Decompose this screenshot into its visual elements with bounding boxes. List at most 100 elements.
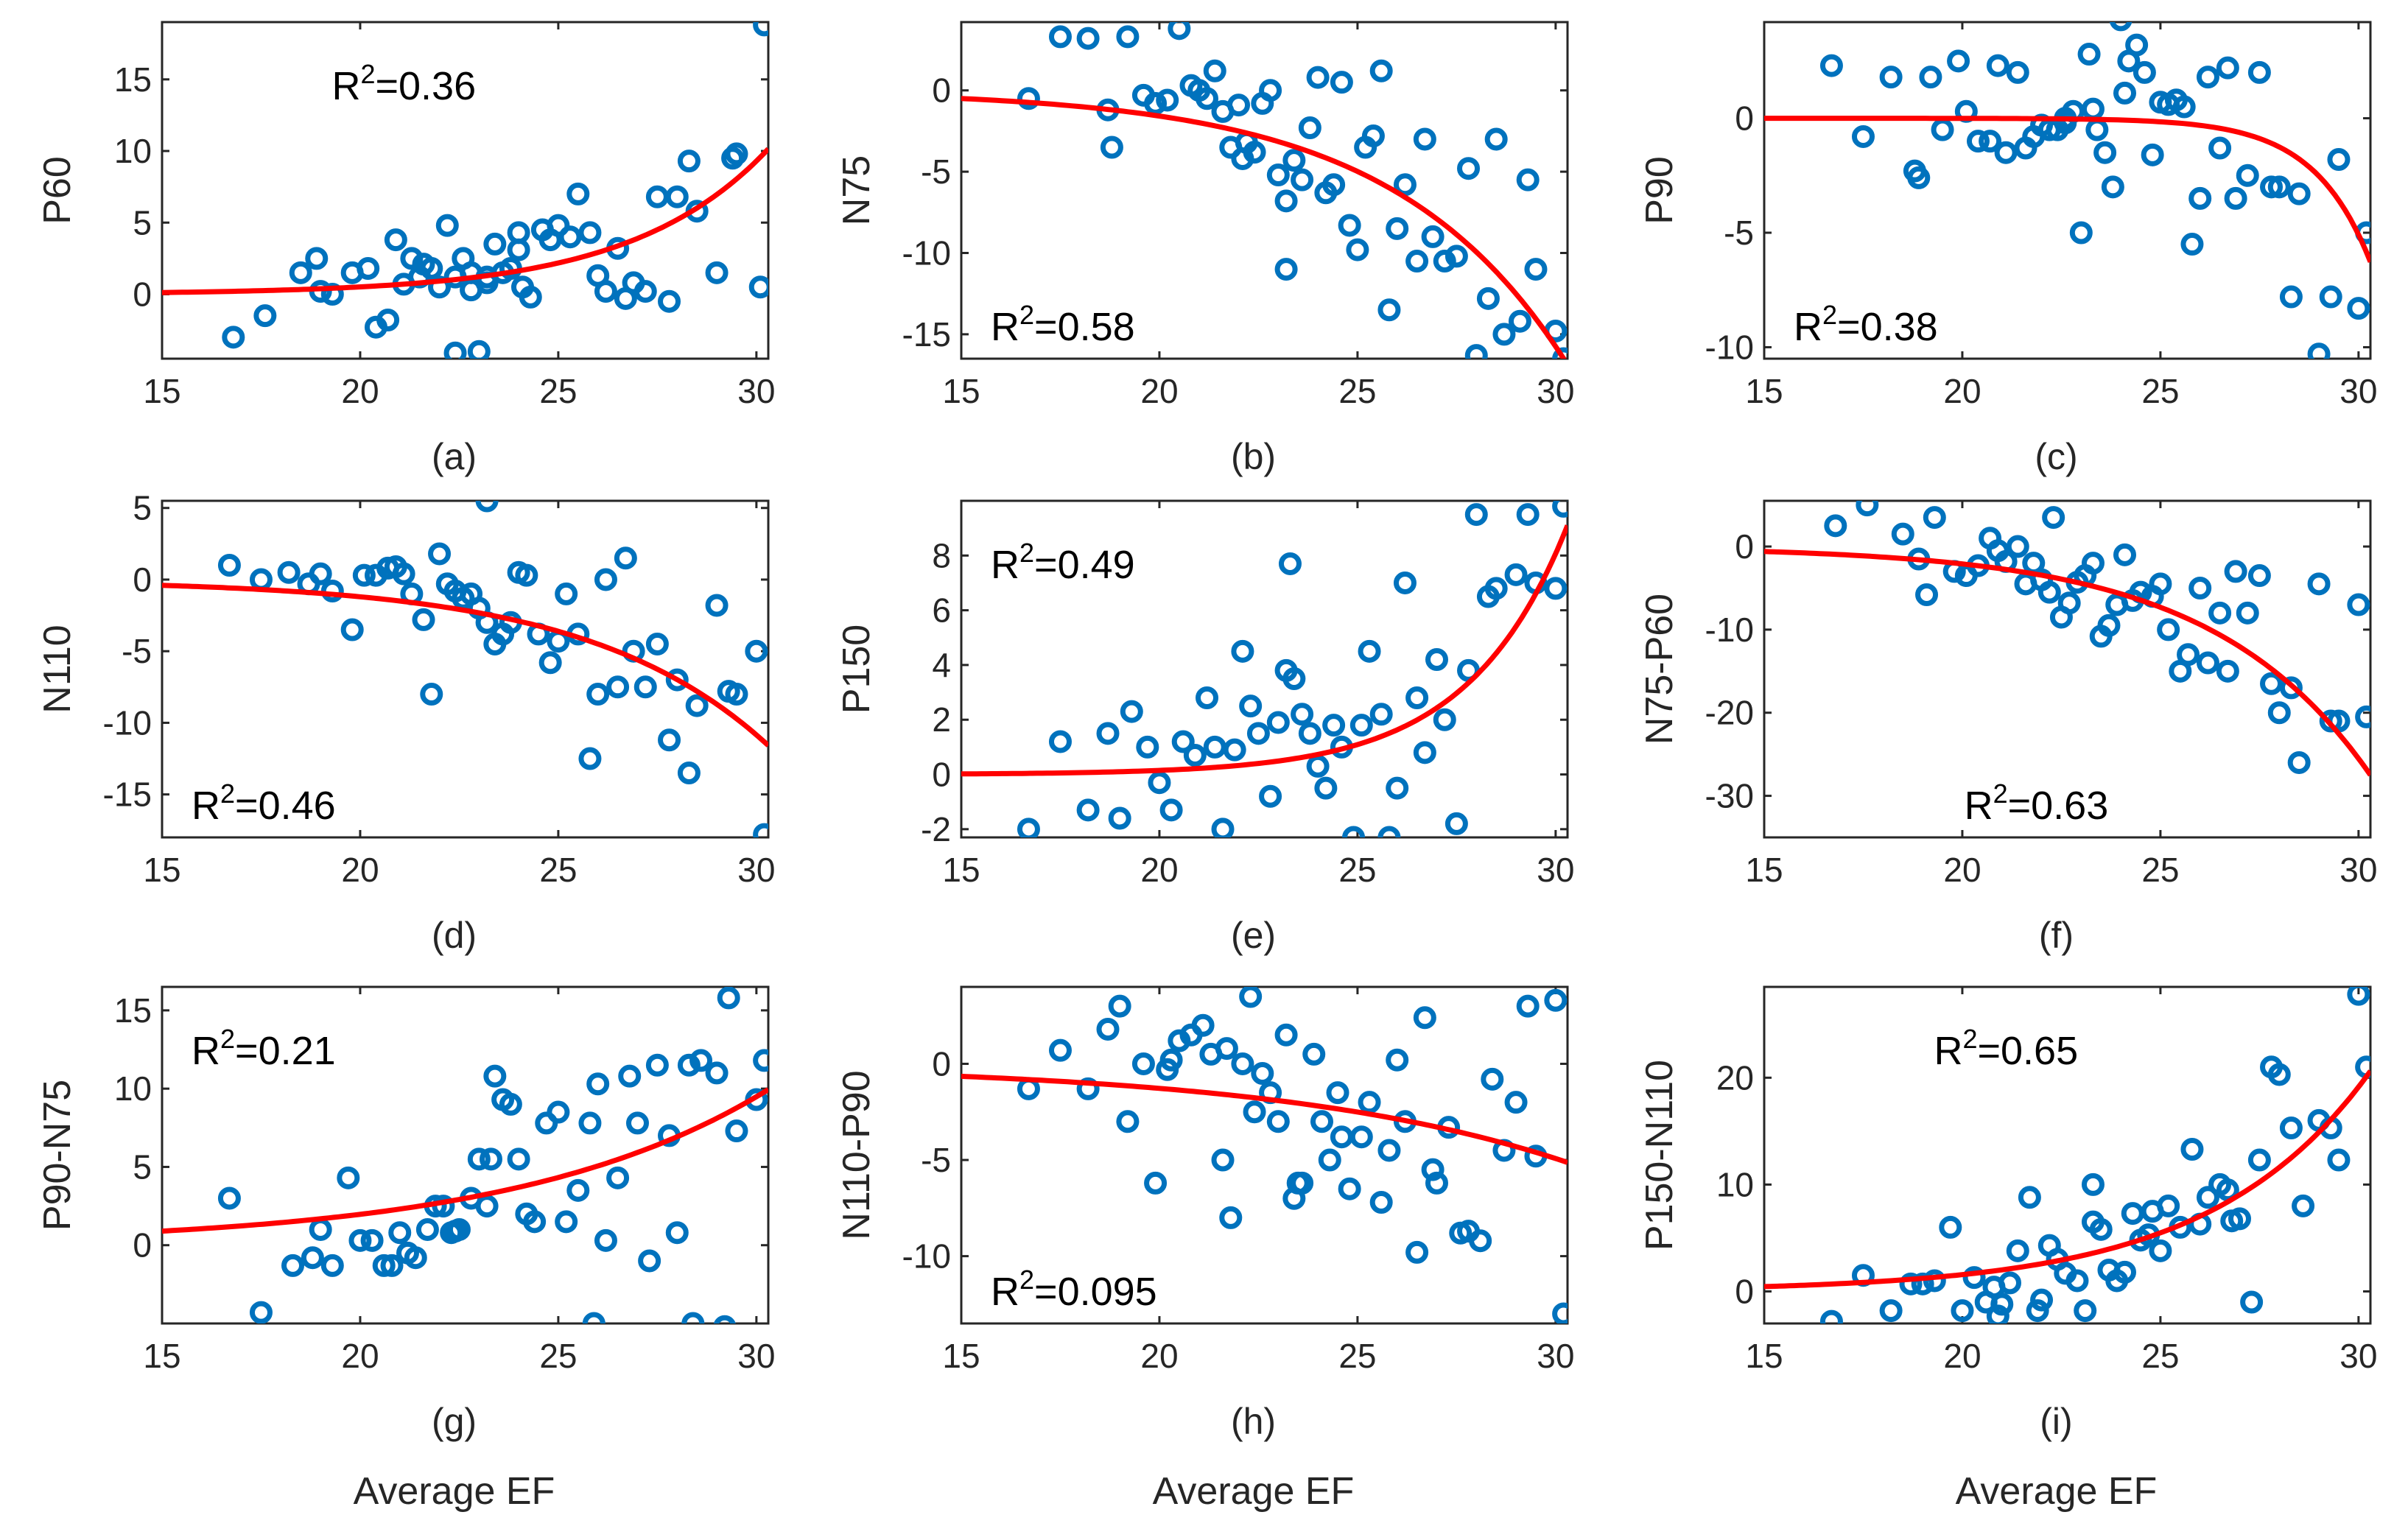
- data-point: [586, 1072, 610, 1096]
- data-point: [1282, 149, 1306, 172]
- x-tick-label: 25: [539, 372, 577, 410]
- data-point: [1856, 501, 1879, 517]
- data-point: [1421, 1158, 1445, 1181]
- y-tick-label: -5: [1724, 214, 1754, 252]
- data-point: [2006, 60, 2029, 84]
- r-squared-annotation: R2=0.38: [1794, 300, 1938, 349]
- data-point: [1108, 994, 1131, 1018]
- data-point: [1159, 1048, 1183, 1072]
- plot-frame: [1763, 499, 2372, 839]
- data-point: [1231, 1052, 1254, 1075]
- y-axis-label: N110: [36, 625, 79, 713]
- data-point: [2018, 1186, 2041, 1209]
- fit-curve: [162, 147, 768, 295]
- y-tick-label: -5: [122, 632, 152, 670]
- data-point: [1120, 700, 1143, 723]
- data-point: [1266, 711, 1290, 734]
- data-point: [677, 1053, 701, 1077]
- y-axis-label: P60: [36, 156, 79, 225]
- panel-label: (a): [432, 436, 477, 477]
- data-point: [1291, 703, 1314, 726]
- data-point: [614, 546, 637, 570]
- data-point: [2236, 164, 2259, 187]
- data-point: [1899, 1272, 1923, 1295]
- data-point: [2026, 1299, 2049, 1323]
- data-point: [745, 639, 768, 663]
- data-point: [1516, 994, 1540, 1018]
- data-point: [2177, 643, 2200, 667]
- data-point: [2260, 175, 2284, 199]
- data-point: [2081, 1210, 2105, 1234]
- annotation-value: =0.46: [235, 784, 336, 828]
- data-point: [1156, 88, 1179, 112]
- data-point: [2077, 43, 2101, 66]
- fit-curve: [1764, 549, 2370, 777]
- data-point: [1278, 552, 1302, 575]
- annotation-value: =0.36: [375, 64, 476, 108]
- x-tick-label: 15: [143, 372, 180, 410]
- data-point: [2220, 1209, 2244, 1233]
- x-tick-label: 15: [942, 1337, 980, 1375]
- data-point: [2054, 111, 2077, 135]
- data-point: [460, 278, 483, 302]
- data-point: [2224, 186, 2247, 210]
- data-point: [1931, 118, 1954, 141]
- data-point: [392, 562, 415, 586]
- data-point: [2085, 118, 2109, 141]
- y-tick-label: 5: [133, 203, 152, 242]
- data-point: [2006, 1239, 2029, 1262]
- data-point: [705, 1061, 729, 1085]
- data-point: [2172, 95, 2196, 119]
- x-tick-label: 20: [341, 372, 379, 410]
- annotation-superscript: 2: [1993, 778, 2008, 809]
- annotation-value: =0.095: [1034, 1270, 1157, 1314]
- chart-panel-7: 15 20 25 30 0 5 10 15 P90-N75 (g) Average EF R2=0.2…: [36, 985, 775, 1513]
- data-point: [2093, 141, 2117, 164]
- fit-curve: [961, 524, 1568, 777]
- data-point: [519, 285, 542, 309]
- x-tick-label: 15: [143, 1337, 180, 1375]
- data-point: [1445, 245, 1468, 268]
- annotation-prefix: R: [192, 1029, 220, 1073]
- data-point: [352, 563, 376, 587]
- data-point: [1211, 818, 1235, 837]
- data-point: [515, 563, 538, 587]
- data-point: [1048, 1038, 1072, 1062]
- plot-frame: [960, 21, 1569, 360]
- data-point: [1100, 136, 1123, 159]
- data-point: [2216, 56, 2239, 80]
- scatter-series: [1017, 22, 1568, 359]
- annotation-prefix: R: [991, 543, 1019, 587]
- r-squared-annotation: R2=0.65: [1934, 1024, 2078, 1073]
- x-tick-label: 15: [143, 851, 180, 889]
- data-point: [1131, 1052, 1155, 1075]
- data-point: [435, 214, 459, 237]
- data-point: [1322, 714, 1346, 737]
- data-point: [309, 1217, 332, 1241]
- data-point: [2180, 233, 2204, 256]
- data-point: [1338, 1177, 1361, 1200]
- plot-frame: [960, 985, 1569, 1325]
- r-squared-annotation: R2=0.36: [331, 59, 476, 108]
- y-tick-label: 2: [932, 700, 951, 739]
- data-point: [1445, 812, 1468, 835]
- data-point: [633, 280, 657, 303]
- data-point: [253, 304, 277, 328]
- data-point: [2057, 591, 2081, 615]
- data-point: [753, 1049, 768, 1072]
- x-tick-label: 25: [2141, 372, 2179, 410]
- y-tick-label: 10: [114, 132, 152, 170]
- data-point: [384, 228, 407, 252]
- plot-frame: [960, 499, 1569, 839]
- data-point: [594, 280, 617, 303]
- y-tick-label: -15: [902, 315, 951, 354]
- r-squared-annotation: R2=0.63: [1965, 778, 2109, 828]
- panel-label: (i): [2040, 1401, 2072, 1442]
- data-point: [1274, 189, 1298, 213]
- data-point: [2149, 1239, 2172, 1262]
- y-tick-label: 0: [1735, 99, 1754, 138]
- data-point: [1274, 1023, 1298, 1047]
- y-tick-label: 0: [932, 1044, 951, 1083]
- data-point: [507, 238, 530, 261]
